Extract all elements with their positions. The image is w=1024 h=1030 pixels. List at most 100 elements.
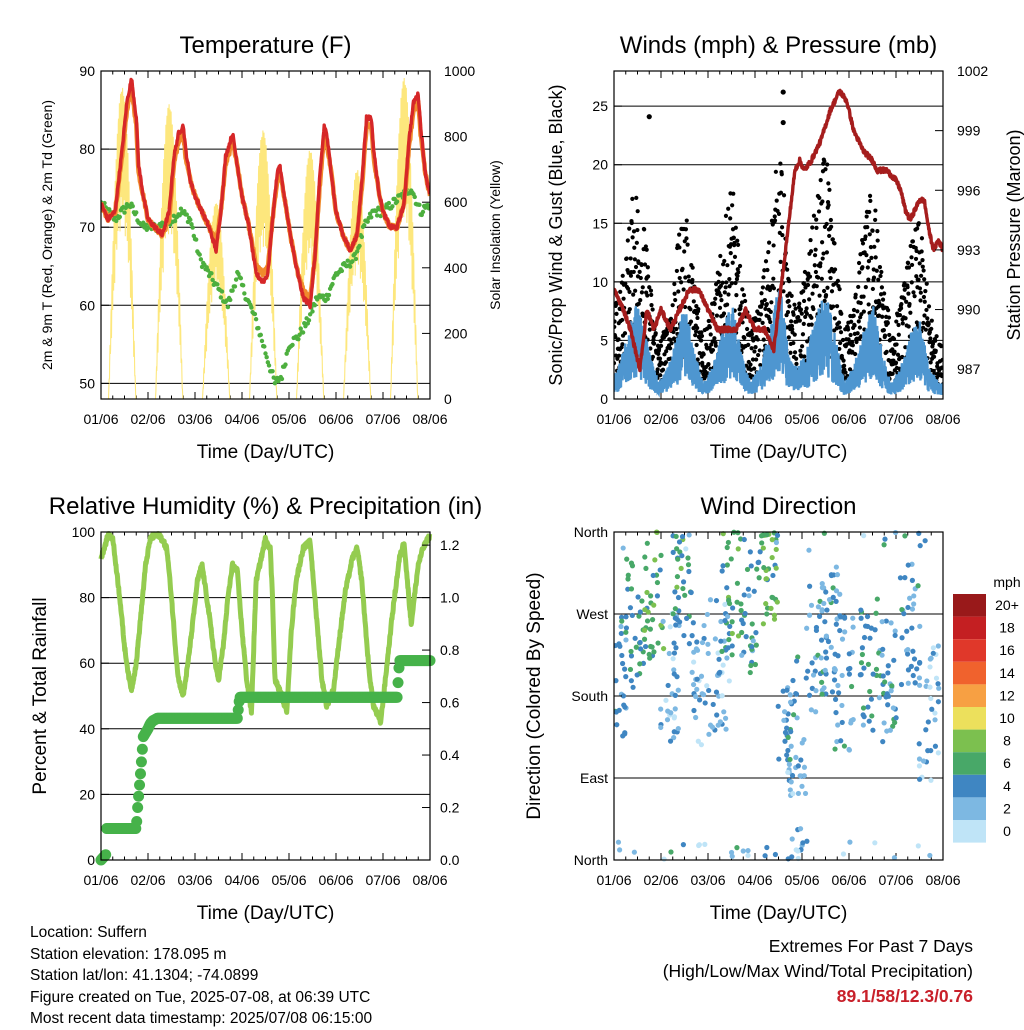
x-tick-label: 04/06: [224, 411, 259, 427]
gust-point: [810, 291, 815, 296]
gust-point: [811, 306, 816, 312]
temperature-chart-title: Temperature (F): [179, 32, 351, 59]
y-tick-label: 60: [79, 655, 95, 671]
direction-point: [917, 659, 923, 666]
gust-point: [722, 290, 727, 295]
gust-point: [763, 259, 769, 264]
gust-point: [632, 245, 637, 250]
direction-point: [724, 562, 730, 568]
direction-point: [868, 696, 875, 702]
direction-point: [837, 627, 843, 634]
direction-point: [885, 663, 891, 669]
direction-point: [846, 651, 852, 657]
y-tick-label: 0: [600, 391, 608, 407]
x-tick-label: 06/06: [831, 872, 866, 888]
colorbar-swatch: [953, 752, 986, 775]
direction-point: [859, 645, 865, 651]
direction-point: [865, 704, 871, 710]
gust-point: [717, 272, 722, 277]
direction-point: [680, 579, 687, 585]
direction-point: [617, 847, 623, 853]
direction-point: [823, 649, 829, 655]
direction-point: [825, 638, 832, 645]
direction-point: [620, 545, 626, 551]
dewpoint-point: [238, 275, 244, 281]
direction-point: [908, 663, 914, 669]
direction-point: [670, 611, 676, 617]
direction-point: [805, 668, 811, 674]
gust-point: [841, 358, 846, 363]
direction-point: [885, 670, 891, 676]
x-tick-label: 04/06: [737, 872, 772, 888]
winds-pressure-chart: Winds (mph) & Pressure (mb) Time (Day/UTC…: [546, 32, 1024, 463]
direction-point: [704, 683, 710, 689]
direction-point: [637, 661, 643, 667]
gust-point: [817, 195, 822, 200]
direction-point: [618, 623, 624, 630]
gust-point: [708, 332, 713, 337]
gust-point: [662, 352, 667, 357]
gust-point: [929, 318, 934, 323]
dewpoint-point: [189, 221, 194, 227]
dewpoint-point: [310, 309, 315, 314]
dewpoint-point: [312, 302, 318, 308]
gust-point: [933, 348, 938, 353]
gust-point: [807, 297, 812, 302]
dewpoint-point: [296, 336, 301, 342]
direction-point: [716, 656, 722, 662]
direction-point: [781, 709, 788, 715]
gust-point: [614, 319, 617, 324]
gust-point: [801, 289, 806, 294]
direction-point: [806, 692, 813, 698]
direction-point: [729, 619, 735, 625]
gust-point: [880, 297, 886, 302]
gust-point: [899, 301, 904, 307]
gust-point: [764, 301, 769, 307]
gust-point: [837, 287, 842, 292]
rainfall-point: [131, 816, 143, 828]
gust-point: [740, 287, 745, 292]
recent-text: Most recent data timestamp: 2025/07/08 0…: [30, 1010, 373, 1027]
gust-point: [865, 224, 870, 230]
direction-point: [837, 591, 843, 597]
x-tick-label: 08/06: [412, 872, 447, 888]
gust-point: [800, 332, 806, 337]
dewpoint-point: [362, 222, 367, 228]
gust-point: [814, 217, 819, 222]
direction-point: [794, 715, 800, 721]
direction-point: [673, 645, 679, 651]
direction-point: [799, 740, 805, 746]
gust-point: [791, 340, 796, 346]
direction-point: [704, 611, 711, 618]
wind-direction-chart: Wind Direction Time (Day/UTC) Direction (C…: [524, 493, 961, 924]
direction-point: [706, 731, 712, 737]
gust-point: [647, 285, 652, 290]
x-tick-label: 02/06: [643, 872, 678, 888]
gust-point: [817, 293, 822, 298]
gust-point: [634, 240, 639, 245]
gust-point: [813, 269, 819, 275]
gust-point: [917, 286, 923, 291]
dewpoint-point: [219, 289, 225, 294]
gust-point: [897, 313, 903, 318]
direction-point: [644, 589, 650, 596]
x-tick-label: 06/06: [318, 411, 353, 427]
gust-point: [723, 213, 729, 218]
direction-point: [928, 777, 934, 783]
direction-point: [668, 849, 674, 855]
gust-point: [855, 309, 860, 314]
dewpoint-point: [374, 213, 380, 218]
direction-point: [867, 635, 873, 641]
gust-point: [707, 325, 712, 330]
direction-point: [861, 533, 867, 539]
direction-point: [773, 539, 780, 546]
direction-point: [660, 618, 666, 624]
gust-point: [818, 178, 823, 183]
direction-point: [883, 618, 889, 624]
gust-point: [914, 320, 919, 325]
direction-point: [821, 600, 827, 607]
direction-point: [614, 722, 620, 728]
dewpoint-point: [300, 330, 306, 335]
gust-point: [909, 280, 914, 285]
extremes-box: Extremes For Past 7 Days (High/Low/Max W…: [663, 934, 973, 1009]
